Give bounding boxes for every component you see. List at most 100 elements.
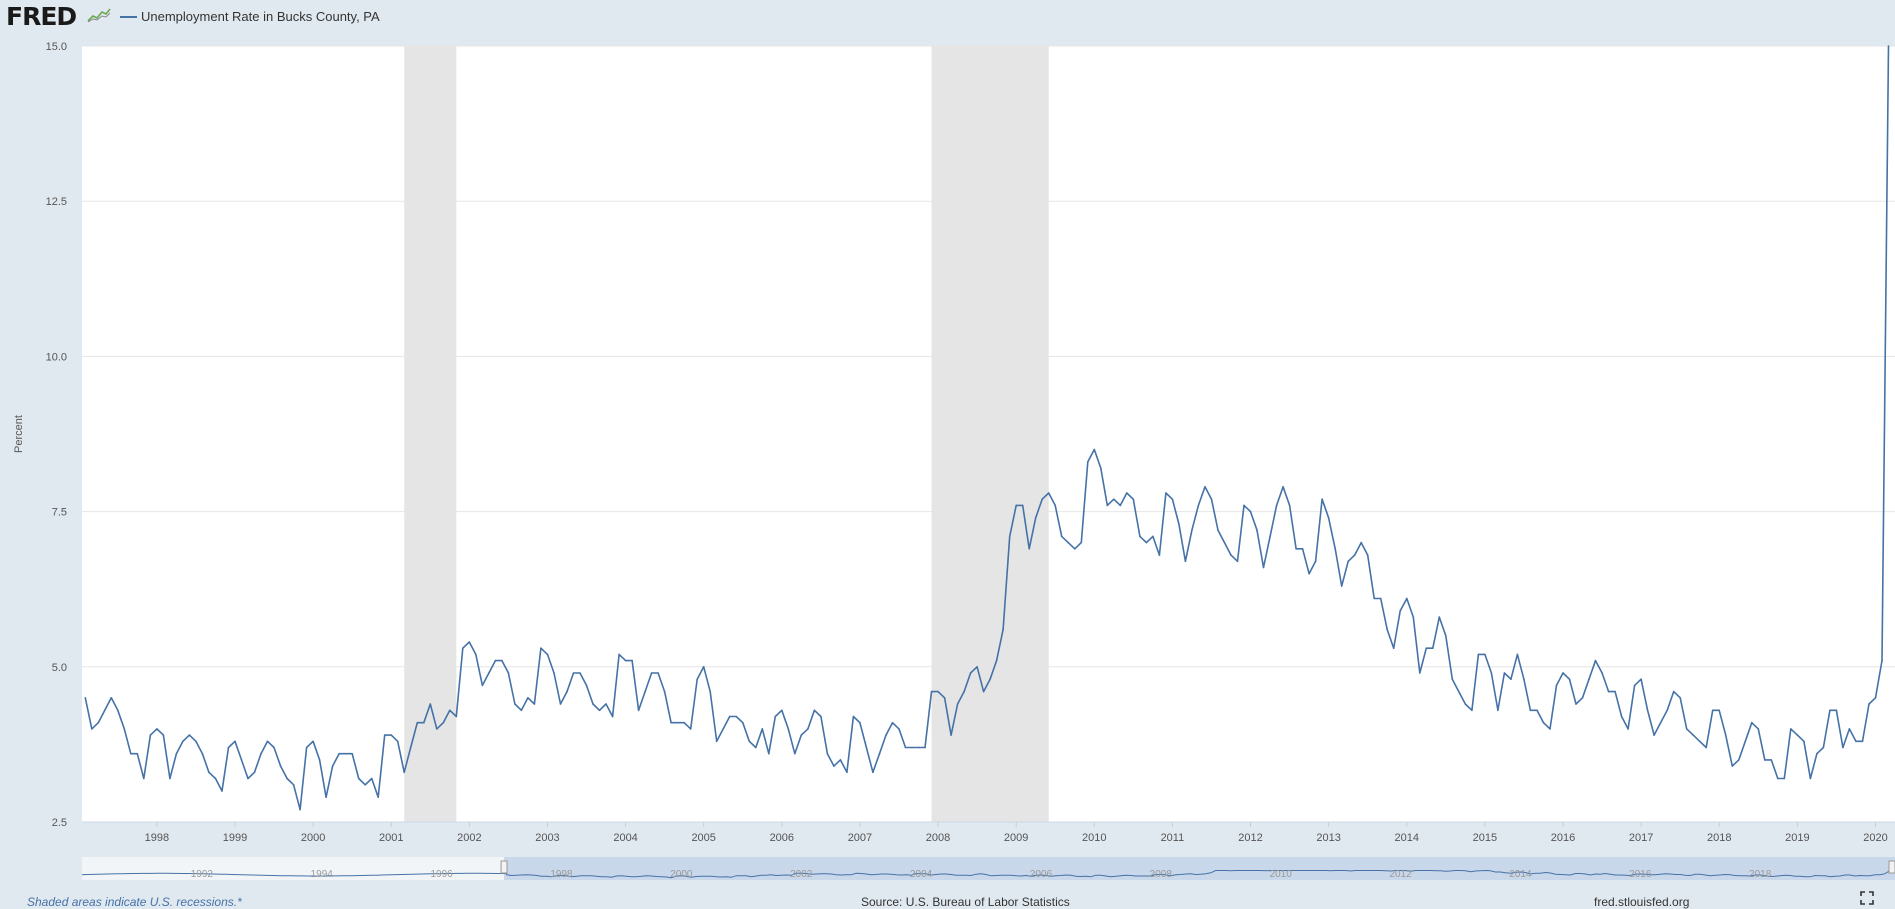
series-point bbox=[396, 740, 399, 743]
series-point bbox=[344, 752, 347, 755]
series-point bbox=[501, 659, 503, 662]
series-point bbox=[696, 678, 698, 680]
series-layer[interactable] bbox=[84, 45, 1890, 811]
navigator-tick-label: 2002 bbox=[790, 869, 813, 880]
series-point bbox=[292, 784, 295, 786]
series-point bbox=[1230, 554, 1232, 556]
series-point bbox=[1855, 740, 1857, 743]
series-point bbox=[305, 746, 308, 749]
series-point bbox=[240, 759, 243, 761]
series-point bbox=[1744, 740, 1747, 743]
series-point bbox=[592, 703, 594, 705]
x-tick-label: 2012 bbox=[1238, 832, 1262, 844]
y-tick-label: 12.5 bbox=[46, 196, 67, 208]
series-point bbox=[1184, 560, 1187, 563]
series-point bbox=[1301, 548, 1304, 550]
series-point bbox=[898, 728, 900, 730]
series-point bbox=[748, 740, 751, 743]
series-point bbox=[963, 690, 965, 693]
series-point bbox=[982, 690, 985, 693]
series-point bbox=[644, 690, 646, 693]
series-point bbox=[273, 746, 275, 749]
series-point bbox=[1751, 721, 1753, 724]
series-point bbox=[1047, 492, 1050, 494]
series-point bbox=[1685, 728, 1688, 730]
series-point bbox=[774, 715, 777, 718]
series-point bbox=[1197, 504, 1200, 507]
series-point bbox=[683, 721, 685, 724]
fullscreen-icon[interactable] bbox=[1860, 891, 1874, 905]
series-point bbox=[1555, 684, 1558, 687]
series-point bbox=[299, 808, 301, 811]
series-point bbox=[1366, 554, 1369, 556]
series-point bbox=[820, 715, 822, 718]
series-line[interactable] bbox=[84, 45, 1890, 811]
navigator-tick-label: 2018 bbox=[1749, 869, 1772, 880]
series-point bbox=[605, 703, 607, 705]
series-point bbox=[572, 672, 575, 674]
series-point bbox=[1542, 721, 1545, 724]
series-point bbox=[195, 740, 197, 743]
series-point bbox=[1093, 448, 1096, 451]
series-point bbox=[1041, 498, 1043, 501]
series-point bbox=[1549, 728, 1551, 730]
navigator-handle-right[interactable] bbox=[1888, 860, 1895, 874]
series-point bbox=[136, 752, 139, 755]
series-point bbox=[208, 771, 210, 774]
series-point bbox=[1015, 504, 1017, 507]
fred-logo[interactable]: FRED bbox=[6, 2, 77, 31]
series-point bbox=[1132, 498, 1135, 501]
series-point bbox=[318, 759, 321, 761]
series-point bbox=[540, 647, 542, 649]
x-tick-label: 2011 bbox=[1161, 832, 1185, 844]
series-point bbox=[247, 777, 249, 780]
series-point bbox=[1484, 653, 1486, 656]
series-point bbox=[1126, 492, 1128, 494]
series-point bbox=[1692, 734, 1694, 736]
series-point bbox=[162, 734, 165, 736]
series-point bbox=[722, 728, 724, 730]
fred-graph-icon bbox=[86, 6, 112, 24]
series-point bbox=[1835, 709, 1838, 712]
series-point bbox=[266, 740, 269, 743]
series-point bbox=[1881, 659, 1883, 662]
series-point bbox=[1868, 703, 1870, 705]
series-point bbox=[1510, 678, 1512, 680]
site-link[interactable]: fred.stlouisfed.org bbox=[1594, 895, 1690, 909]
series-point bbox=[221, 790, 223, 792]
series-point bbox=[1419, 672, 1421, 674]
series-point bbox=[1269, 535, 1271, 538]
series-point bbox=[117, 709, 119, 712]
series-point bbox=[1698, 740, 1701, 743]
navigator-tick-label: 1992 bbox=[191, 869, 214, 880]
series-point bbox=[455, 715, 458, 718]
series-point bbox=[1816, 752, 1818, 755]
series-point bbox=[214, 777, 217, 780]
series-point bbox=[995, 659, 998, 662]
navigator-handle-left[interactable] bbox=[500, 860, 508, 874]
series-point bbox=[377, 796, 380, 798]
series-point bbox=[618, 653, 620, 656]
series-point bbox=[429, 703, 432, 705]
navigator[interactable]: 1992 1994 1996 1998 2000 2002 2004 2006 2008 2010… bbox=[81, 857, 1895, 880]
y-axis-ticks: 2.5 5.0 7.5 10.0 12.5 15.0 bbox=[46, 41, 67, 829]
series-point bbox=[1054, 504, 1056, 507]
series-point bbox=[1711, 709, 1714, 712]
series-point bbox=[1113, 498, 1115, 501]
x-tick-label: 2010 bbox=[1082, 832, 1106, 844]
recession-note[interactable]: Shaded areas indicate U.S. recessions.* bbox=[27, 895, 242, 909]
series-point bbox=[1060, 535, 1063, 538]
series-point bbox=[943, 697, 946, 699]
x-tick-label: 2001 bbox=[379, 832, 403, 844]
series-point bbox=[1236, 560, 1239, 563]
series-point bbox=[637, 709, 640, 712]
navigator-tick-label: 2010 bbox=[1270, 869, 1293, 880]
series-point bbox=[390, 734, 393, 736]
navigator-tick-label: 1998 bbox=[550, 869, 573, 880]
series-point bbox=[507, 672, 510, 674]
x-tick-label: 2019 bbox=[1785, 832, 1809, 844]
series-point bbox=[1633, 684, 1636, 687]
series-point bbox=[937, 690, 939, 693]
series-point bbox=[1178, 523, 1180, 525]
